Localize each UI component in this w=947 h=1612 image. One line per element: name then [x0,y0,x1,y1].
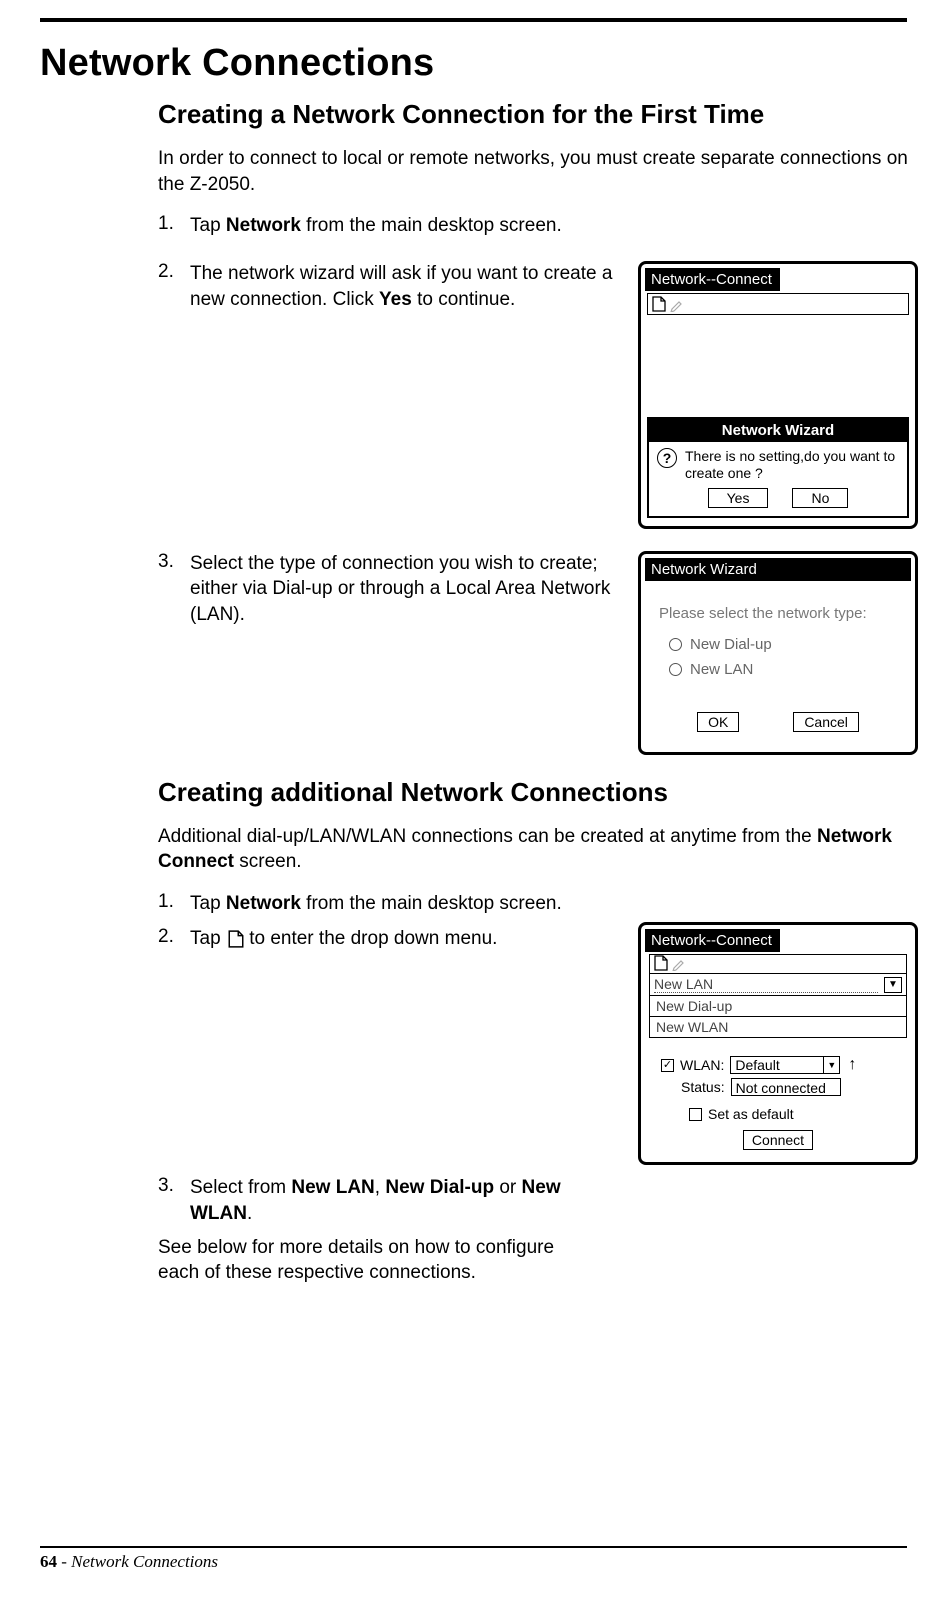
footer-section-name: Network Connections [71,1552,218,1571]
edit-icon[interactable] [672,955,686,974]
device2-title: Network Wizard [645,558,911,581]
device-screenshot-3: Network--Connect New LAN [638,922,918,1165]
step-text: from the main desktop screen. [301,215,562,236]
step-bold: New Dial-up [385,1177,494,1198]
edit-icon[interactable] [670,296,684,312]
page-footer: 64 - Network Connections [40,1546,907,1572]
step-1: 1. Tap Network from the main desktop scr… [158,213,918,239]
text: screen. [234,851,302,872]
page-title: Network Connections [40,42,907,85]
radio-lan[interactable]: New LAN [669,661,901,678]
step-text: . [247,1203,252,1224]
footer-page-number: 64 [40,1552,57,1571]
connection-type-dropdown[interactable]: New LAN ▼ New Dial-up New WLAN [649,973,907,1038]
no-button[interactable]: No [792,488,848,508]
step-text: Select from [190,1177,291,1198]
device2-prompt: Please select the network type: [659,605,901,622]
step-text: , [375,1177,386,1198]
s2-step-2: 2. Tap to enter the drop down menu. Netw… [158,926,918,1165]
connect-button[interactable]: Connect [743,1130,813,1150]
device-screenshot-2: Network Wizard Please select the network… [638,551,918,755]
step-text: to continue. [412,289,516,310]
step-number: 3. [158,551,182,573]
step-text: Tap [190,893,226,914]
new-page-icon [228,930,242,946]
s2-step-3: 3. Select from New LAN, New Dial-up or N… [158,1175,918,1226]
radio-icon [669,663,682,676]
step-3: 3. Select the type of connection you wis… [158,551,918,755]
up-arrow-icon[interactable]: ↑ [848,1056,856,1074]
step-text: from the main desktop screen. [301,893,562,914]
section2-intro: Additional dial-up/LAN/WLAN connections … [158,824,918,875]
content-column: Creating a Network Connection for the Fi… [158,99,918,1286]
device1-title: Network--Connect [645,268,780,291]
step-number: 2. [158,261,182,283]
new-page-icon[interactable] [652,296,666,312]
dropdown-item[interactable]: New WLAN [650,1017,906,1037]
wlan-value: Default [735,1056,819,1074]
step-bold: New LAN [291,1177,374,1198]
dialog-message: There is no setting,do you want to creat… [685,448,899,482]
set-default-checkbox[interactable] [689,1108,702,1121]
step-bold: Yes [379,289,412,310]
section2-heading: Creating additional Network Connections [158,777,918,808]
radio-dialup[interactable]: New Dial-up [669,636,901,653]
step-bold: Network [226,893,301,914]
step-number: 1. [158,213,182,235]
wlan-select[interactable]: Default ▼ [730,1056,840,1074]
device3-title: Network--Connect [645,929,780,952]
wlan-block: ✓ WLAN: Default ▼ ↑ Status: Not conn [649,1056,907,1148]
s2-step-1: 1. Tap Network from the main desktop scr… [158,891,918,917]
step-text: to enter the drop down menu. [249,928,497,949]
text: Additional dial-up/LAN/WLAN connections … [158,826,817,847]
yes-button[interactable]: Yes [708,488,769,508]
radio-label: New LAN [690,661,753,678]
section1-steps: 1. Tap Network from the main desktop scr… [158,213,918,754]
step-bold: Network [226,215,301,236]
section2-tail: See below for more details on how to con… [158,1235,598,1286]
chevron-down-icon[interactable]: ▼ [884,977,902,993]
radio-label: New Dial-up [690,636,772,653]
chevron-down-icon: ▼ [823,1057,839,1073]
dialog-title: Network Wizard [649,419,907,442]
set-default-label: Set as default [708,1106,794,1122]
device1-toolbar [647,293,909,315]
wlan-label: WLAN: [680,1057,724,1073]
step-text: Tap [190,215,226,236]
status-value: Not connected [731,1078,841,1096]
step-2: 2. The network wizard will ask if you wa… [158,261,918,529]
wlan-checkbox[interactable]: ✓ [661,1059,674,1072]
new-page-icon[interactable] [654,955,668,974]
section1-heading: Creating a Network Connection for the Fi… [158,99,918,130]
device3-toolbar [649,954,907,974]
radio-icon [669,638,682,651]
dropdown-item[interactable]: New Dial-up [650,996,906,1017]
dropdown-selected: New LAN [654,976,878,993]
ok-button[interactable]: OK [697,712,739,732]
step-text: or [494,1177,521,1198]
step-text: Tap [190,928,226,949]
device1-dialog: Network Wizard ? There is no setting,do … [647,417,909,518]
section2-steps: 1. Tap Network from the main desktop scr… [158,891,918,1227]
step-number: 1. [158,891,182,913]
top-rule [40,18,907,22]
section1-intro: In order to connect to local or remote n… [158,146,918,197]
step-text: Select the type of connection you wish t… [190,551,624,628]
cancel-button[interactable]: Cancel [793,712,859,732]
device-screenshot-1: Network--Connect Network Wizard ? [638,261,918,529]
step-number: 2. [158,926,182,948]
footer-sep: - [57,1552,71,1571]
step-number: 3. [158,1175,182,1197]
device1-blank-area [641,315,915,411]
status-label: Status: [681,1079,725,1095]
question-icon: ? [657,448,677,468]
